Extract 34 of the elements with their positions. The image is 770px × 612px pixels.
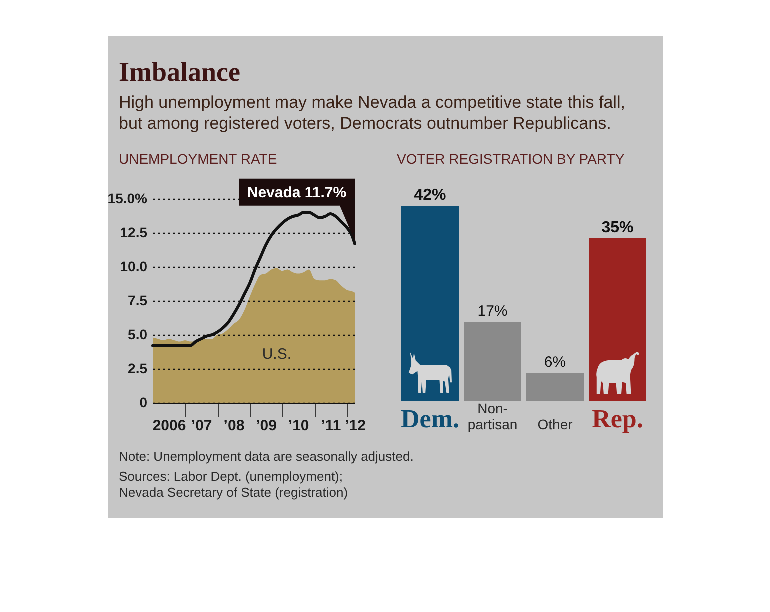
x-tick-label: Dem. — [401, 404, 460, 434]
text: Imbalance — [119, 57, 242, 88]
y-tick-label: 2.5 — [128, 360, 148, 376]
x-tick-label: ’10 — [288, 418, 310, 434]
line-series — [152, 211, 356, 348]
x-tick-label: Rep. — [592, 404, 644, 434]
x-tick-label: Other — [538, 416, 574, 432]
x-tick-label: 2006 — [152, 418, 186, 434]
x-tick-label: ’08 — [224, 418, 245, 434]
y-tick-label: 15.0% — [108, 190, 148, 206]
x-tick-label: ’12 — [345, 418, 366, 434]
bar — [526, 373, 584, 401]
text: High unemployment may make Nevada a competitive state this fall, but among registered voters, Democrats outnumber Republicans. — [119, 92, 626, 134]
data-label: 17% — [478, 303, 508, 320]
chart-title: UNEMPLOYMENT RATE — [119, 151, 278, 168]
x-tick-label: Non-partisan — [468, 400, 518, 432]
y-tick-label: 7.5 — [128, 292, 148, 308]
y-tick-label: 10.0 — [120, 258, 148, 274]
bar — [402, 206, 459, 401]
y-tick-label: 0 — [140, 394, 148, 410]
data-label: 42% — [414, 187, 446, 204]
data-label: 6% — [544, 354, 566, 372]
chart-title: VOTER REGISTRATION BY PARTY — [397, 151, 625, 168]
annotation: Nevada 11.7% — [247, 184, 347, 202]
x-tick-label: ’09 — [256, 418, 277, 434]
x-tick-label: ’07 — [191, 418, 212, 434]
data-label: 35% — [602, 220, 634, 236]
series-label: U.S. — [262, 346, 292, 364]
text: Note: Unemployment data are seasonally adjusted. — [119, 448, 415, 464]
source-note: Sources: Labor Dept. (unemployment); Nevada Secretary of State (registration) — [119, 469, 350, 502]
x-tick-label: ’11 — [321, 418, 342, 434]
y-tick-label: 12.5 — [120, 224, 148, 240]
bar — [464, 322, 522, 401]
y-tick-label: 5.0 — [128, 326, 148, 342]
